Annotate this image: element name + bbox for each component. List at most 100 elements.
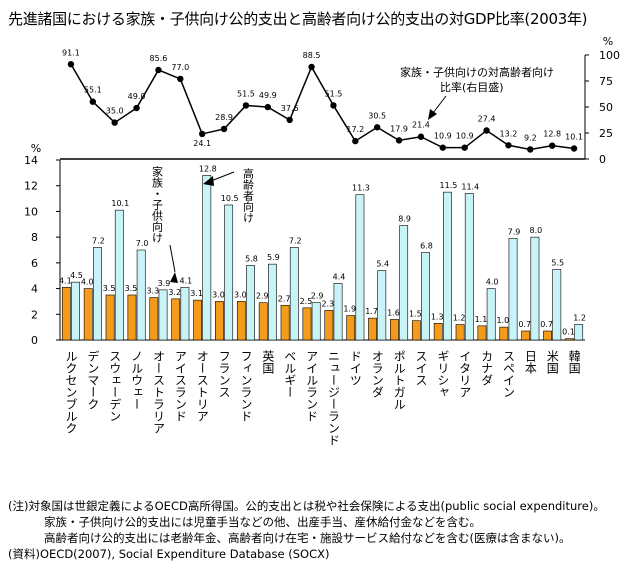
- ratio-label: 10.1: [565, 132, 583, 141]
- notes-block: (注)対象国は世銀定義によるOECD高所得国。公的支出とは税や社会保険による支出…: [8, 498, 605, 562]
- ratio-point: [242, 102, 250, 109]
- bar-elderly: [289, 247, 299, 341]
- left-axis-unit: %: [31, 142, 41, 155]
- ratio-label: 17.9: [390, 124, 408, 133]
- bar-elderly: [464, 193, 474, 341]
- bar-family-label: 3.3: [146, 287, 159, 296]
- bar-elderly: [355, 194, 365, 341]
- category-label: スウェーデン: [108, 350, 122, 422]
- bar-elderly-label: 8.9: [398, 215, 411, 224]
- ratio-label: 77.0: [171, 63, 189, 72]
- bar-elderly: [399, 225, 409, 341]
- bar-elderly: [224, 204, 234, 341]
- bar-family-label: 0.7: [540, 320, 553, 329]
- bar-family-label: 1.9: [343, 305, 356, 314]
- left-tick-label: 10: [24, 205, 38, 218]
- ratio-point: [177, 75, 184, 83]
- ratio-point: [308, 63, 315, 71]
- ratio-point: [548, 142, 556, 149]
- category-label: スイス: [414, 350, 428, 386]
- bar-family: [368, 317, 377, 341]
- bar-family: [236, 301, 246, 341]
- bar-elderly: [246, 265, 255, 341]
- bar-family-label: 3.0: [234, 290, 247, 299]
- left-tick-label: 4: [31, 283, 38, 296]
- right-axis-unit: %: [603, 35, 613, 48]
- ratio-point: [417, 133, 425, 140]
- left-tick-label: 12: [24, 180, 38, 193]
- bar-family-label: 1.6: [387, 308, 400, 317]
- ratio-point: [89, 98, 97, 105]
- ratio-label: 10.9: [456, 132, 474, 141]
- bar-elderly: [486, 288, 496, 341]
- bar-family: [280, 304, 290, 341]
- bar-elderly-label: 10.1: [111, 199, 129, 208]
- category-label: スペイン: [501, 350, 515, 398]
- bar-family: [324, 310, 334, 341]
- bar-elderly-label: 4.0: [486, 278, 499, 287]
- bar-family-label: 3.5: [125, 284, 138, 293]
- category-label: アイスランド: [173, 350, 187, 422]
- ratio-label: 30.5: [368, 111, 386, 120]
- category-label: ギリシャ: [436, 350, 450, 398]
- bar-family-label: 3.5: [103, 284, 116, 293]
- ratio-label: 51.5: [325, 89, 343, 98]
- category-label: オーストラリア: [151, 350, 165, 434]
- bar-elderly-label: 1.2: [573, 314, 586, 323]
- bar-elderly: [268, 263, 277, 341]
- bar-family: [258, 302, 268, 341]
- bar-family: [105, 294, 115, 341]
- ratio-label: 49.9: [259, 91, 277, 100]
- ratio-point: [373, 124, 381, 131]
- bar-family: [215, 301, 224, 341]
- bar-family-label: 2.3: [321, 299, 334, 308]
- right-tick-label: 25: [599, 127, 613, 140]
- ratio-label: 37.6: [281, 104, 299, 113]
- bar-family: [127, 294, 137, 341]
- bar-elderly-label: 11.3: [352, 184, 370, 193]
- ratio-label: 55.1: [84, 86, 102, 95]
- bar-family: [411, 320, 421, 341]
- annotation-elderly-pointer: [210, 171, 235, 182]
- bar-family-label: 2.7: [278, 294, 291, 303]
- bar-family-label: 2.5: [300, 297, 313, 306]
- bar-elderly-label: 11.5: [440, 181, 458, 190]
- bar-elderly-label: 3.9: [158, 279, 171, 288]
- ratio-label: 12.8: [543, 130, 561, 139]
- bar-family-label: 0.7: [518, 320, 531, 329]
- ratio-point: [461, 144, 468, 151]
- bar-family: [302, 307, 312, 341]
- ratio-label: 10.9: [434, 132, 452, 141]
- chart-title: 先進諸国における家族・子供向け公的支出と高齢者向け公的支出の対GDP比率(200…: [8, 10, 588, 28]
- bar-elderly: [530, 236, 540, 341]
- bar-family: [61, 286, 71, 341]
- ratio-point: [133, 104, 140, 112]
- bar-elderly-label: 5.8: [245, 254, 258, 263]
- ratio-label: 91.1: [62, 48, 80, 57]
- bar-elderly: [158, 289, 168, 341]
- bar-elderly-label: 6.8: [420, 242, 433, 251]
- annotation-ratio-pointer: [432, 95, 447, 114]
- ratio-label: 28.9: [215, 113, 233, 122]
- bar-family: [521, 330, 531, 341]
- category-label: ポルトガル: [392, 350, 406, 410]
- note-line-2: 家族・子供向け公的支出には児童手当などの他、出産手当、産休給付金などを含む。: [44, 515, 481, 529]
- category-label: オーストリア: [195, 350, 209, 422]
- bar-family: [346, 315, 356, 341]
- bar-elderly: [333, 283, 343, 341]
- arrow-head-icon: [428, 109, 437, 120]
- bar-family: [565, 338, 574, 341]
- bar-elderly: [136, 249, 146, 341]
- bar-elderly-label: 4.5: [70, 271, 83, 280]
- bar-family-label: 1.0: [496, 316, 509, 325]
- ratio-point: [527, 146, 534, 153]
- bar-family-label: 1.7: [365, 307, 378, 316]
- bar-elderly: [508, 238, 518, 341]
- bar-elderly-label: 7.2: [289, 236, 302, 245]
- annotation-elderly: 高齢者向け: [242, 167, 255, 223]
- bar-family-label: 0.1: [562, 328, 575, 337]
- bar-elderly: [552, 268, 562, 341]
- bar-family-label: 4.0: [81, 278, 94, 287]
- ratio-label: 17.2: [346, 125, 364, 134]
- bar-elderly-label: 7.0: [136, 239, 149, 248]
